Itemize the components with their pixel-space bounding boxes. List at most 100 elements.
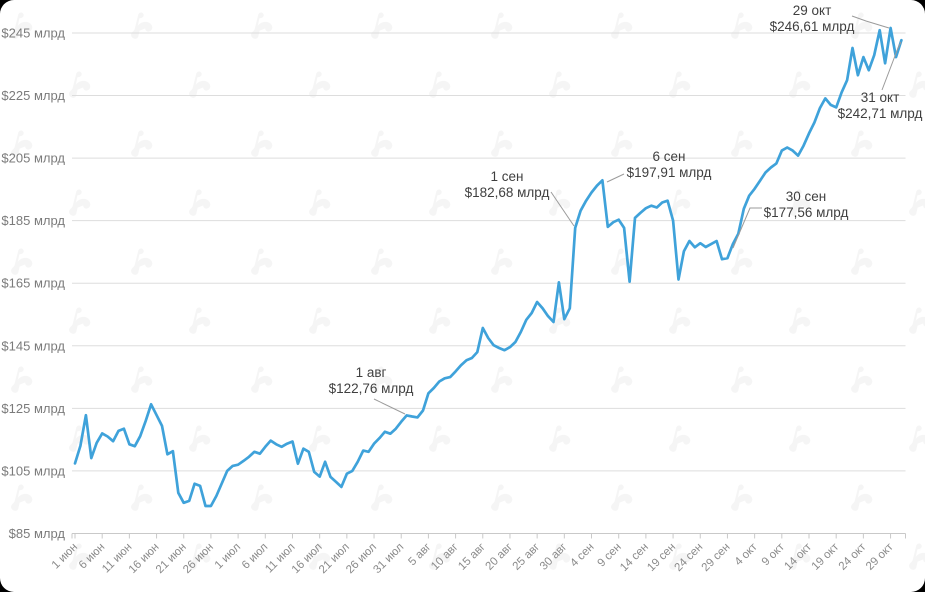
y-axis-label: $165 млрд xyxy=(1,276,65,291)
watermark-logo-icon xyxy=(251,484,273,511)
watermark-logo-icon xyxy=(611,12,633,39)
y-axis-label: $105 млрд xyxy=(1,463,65,478)
watermark-logo-icon xyxy=(789,71,811,98)
annotation-leader-line xyxy=(373,398,406,415)
watermark-logo-icon xyxy=(789,189,811,216)
watermark-logo-icon xyxy=(429,307,451,334)
watermark-logo-icon xyxy=(909,543,925,570)
y-axis-label: $125 млрд xyxy=(1,401,65,416)
watermark-logo-icon xyxy=(371,484,393,511)
watermark-logo-icon xyxy=(429,543,451,570)
annotation-date: 6 сен xyxy=(653,149,686,164)
watermark-logo-icon xyxy=(731,12,753,39)
x-axis-label: 14 сен xyxy=(618,541,651,574)
annotation-callout: 1 авг $122,76 млрд xyxy=(329,365,414,396)
y-axis-label: $225 млрд xyxy=(1,88,65,103)
watermark-logo-icon xyxy=(189,189,211,216)
annotation-value: $242,71 млрд xyxy=(838,106,923,121)
watermark-logo-icon xyxy=(131,248,153,275)
x-axis-label: 4 сен xyxy=(568,541,596,569)
annotation-date: 31 окт xyxy=(861,90,900,105)
y-axis-label: $245 млрд xyxy=(1,26,65,41)
y-axis-label: $185 млрд xyxy=(1,213,65,228)
watermark-logo-icon xyxy=(251,12,273,39)
watermark-logo-icon xyxy=(669,307,691,334)
watermark-logo-icon xyxy=(131,12,153,39)
watermark-logo-icon xyxy=(371,248,393,275)
annotation-callout: 6 сен $197,91 млрд xyxy=(627,149,712,180)
watermark-logo-icon xyxy=(731,366,753,393)
watermark-logo-icon xyxy=(189,71,211,98)
watermark-logo-icon xyxy=(491,130,513,157)
watermark-logo-icon xyxy=(189,543,211,570)
watermark-logo-icon xyxy=(429,189,451,216)
watermark-logo-icon xyxy=(131,484,153,511)
y-axis-label: $145 млрд xyxy=(1,338,65,353)
watermark-logo-icon xyxy=(69,307,91,334)
watermark-logo-icon xyxy=(309,543,331,570)
watermark-logo-icon xyxy=(491,484,513,511)
x-axis-label: 29 сен xyxy=(700,541,733,574)
watermark-logo-icon xyxy=(789,425,811,452)
watermark-logo-icon xyxy=(549,71,571,98)
watermark-logo-icon xyxy=(69,189,91,216)
annotation-date: 30 сен xyxy=(786,189,826,204)
x-axis-label: 24 окт xyxy=(837,541,869,573)
x-axis-label: 29 окт xyxy=(864,541,896,573)
watermark-logo-icon xyxy=(851,248,873,275)
annotation-value: $177,56 млрд xyxy=(764,205,849,220)
watermark-logo-icon xyxy=(909,425,925,452)
watermark-logo-icon xyxy=(491,248,513,275)
watermark-logo-icon xyxy=(669,71,691,98)
watermark-logo-icon xyxy=(909,71,925,98)
watermark-logo-icon xyxy=(851,130,873,157)
annotation-leader-line xyxy=(732,207,762,249)
watermark-logo-icon xyxy=(131,366,153,393)
annotation-leader-line xyxy=(851,15,890,29)
watermark-logo-icon xyxy=(909,307,925,334)
watermark-logo-icon xyxy=(669,543,691,570)
watermark-logo-icon xyxy=(11,12,33,39)
annotation-date: 1 авг xyxy=(356,365,387,380)
annotation-date: 1 сен xyxy=(491,169,524,184)
annotation-leader-line xyxy=(550,191,575,227)
watermark-logo-icon xyxy=(669,425,691,452)
annotation-value: $122,76 млрд xyxy=(329,381,414,396)
annotation-date: 29 окт xyxy=(793,3,832,18)
watermark-logo-icon xyxy=(851,366,873,393)
annotation-value: $246,61 млрд xyxy=(770,19,855,34)
annotation-callout: 31 окт $242,71 млрд xyxy=(838,90,923,121)
watermark-logo-icon xyxy=(611,130,633,157)
watermark-logo-icon xyxy=(131,130,153,157)
annotation-value: $182,68 млрд xyxy=(465,185,550,200)
watermark-logo-icon xyxy=(309,425,331,452)
watermark-logo-icon xyxy=(251,130,273,157)
watermark-logo-icon xyxy=(549,189,571,216)
watermark-logo-icon xyxy=(549,307,571,334)
watermark-logo-icon xyxy=(371,130,393,157)
watermark-logo-icon xyxy=(851,484,873,511)
watermark-logo-icon xyxy=(189,307,211,334)
x-axis-label: 1 июл xyxy=(213,541,243,571)
x-axis-label: 20 авг xyxy=(483,541,515,573)
annotation-value: $197,91 млрд xyxy=(627,165,712,180)
watermark-logo-icon xyxy=(549,425,571,452)
watermark-logo-icon xyxy=(491,366,513,393)
watermark-logo-icon xyxy=(669,189,691,216)
watermark-logo-icon xyxy=(789,543,811,570)
watermark-logo-icon xyxy=(549,543,571,570)
watermark-logo-icon xyxy=(69,425,91,452)
watermark-logo-icon xyxy=(189,425,211,452)
watermark-logo-icon xyxy=(309,71,331,98)
watermark-logo-icon xyxy=(429,425,451,452)
annotation-callout: 30 сен $177,56 млрд xyxy=(764,189,849,220)
x-axis-label: 31 июл xyxy=(371,541,406,576)
watermark-logo-icon xyxy=(371,12,393,39)
watermark-logo-icon xyxy=(491,12,513,39)
watermark-logo-icon xyxy=(11,366,33,393)
watermark-logo-icon xyxy=(69,543,91,570)
annotation-leader-line xyxy=(881,41,902,91)
